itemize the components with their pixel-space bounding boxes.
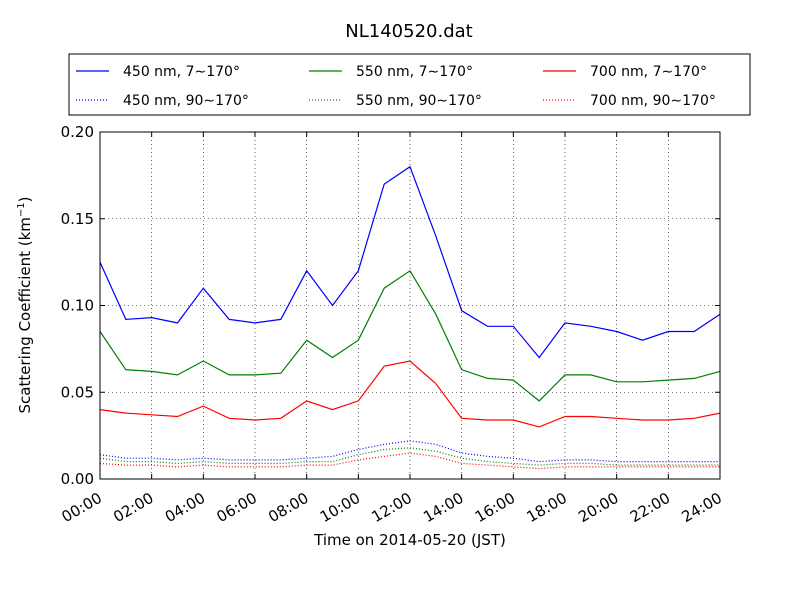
y-axis-label-close: ) (16, 196, 34, 202)
plot-area: 00:00 02:00 04:00 06:00 08:00 10:00 12:00 14:00… (59, 123, 725, 526)
series-line-5 (99, 452, 720, 470)
chart-title: NL140520.dat (345, 21, 472, 42)
legend: 450 nm, 7∼170° 450 nm, 90∼170° 550 nm, 7∼1… (68, 53, 751, 116)
legend-item-label: 550 nm, 90∼170° (356, 93, 482, 109)
y-tick-label: 0.15 (61, 210, 94, 228)
y-tick-label: 0.10 (61, 297, 94, 315)
y-axis-label-main: Scattering Coefficient (km (16, 217, 34, 413)
x-tick-label: 20:00 (575, 489, 621, 526)
y-axis-label-unit-exponent: −1 (16, 202, 27, 217)
x-tick-label: 22:00 (627, 489, 673, 526)
legend-item-label: 450 nm, 90∼170° (123, 93, 249, 109)
y-tick-label: 0.20 (61, 123, 94, 141)
x-tick-label: 10:00 (317, 489, 363, 526)
legend-item-label: 700 nm, 90∼170° (590, 93, 716, 109)
series-line-0 (99, 165, 721, 359)
y-tick-label: 0.00 (61, 470, 94, 488)
y-axis-label: Scattering Coefficient (km−1) (16, 196, 34, 413)
legend-item-label: 550 nm, 7∼170° (356, 64, 473, 80)
x-tick-label: 02:00 (110, 489, 156, 526)
x-tick-label: 16:00 (472, 489, 518, 526)
series-line-1 (99, 440, 720, 463)
x-tick-label: 08:00 (265, 489, 311, 526)
grid (100, 132, 720, 479)
x-tick-label: 06:00 (214, 489, 260, 526)
x-tick-label: 24:00 (679, 489, 725, 526)
legend-item-label: 700 nm, 7∼170° (590, 64, 707, 80)
series-line-4 (99, 360, 721, 428)
x-axis-label: Time on 2014-05-20 (JST) (313, 531, 506, 549)
x-tick-label: 18:00 (524, 489, 570, 526)
x-tick-label: 14:00 (420, 489, 466, 526)
legend-item-label: 450 nm, 7∼170° (123, 64, 240, 80)
series-line-2 (99, 269, 721, 402)
x-tick-label: 12:00 (369, 489, 415, 526)
x-tick-label: 00:00 (59, 489, 105, 526)
y-tick-label: 0.05 (61, 383, 94, 401)
series-layer (99, 165, 721, 470)
legend-frame (68, 53, 751, 116)
x-tick-label: 04:00 (162, 489, 208, 526)
